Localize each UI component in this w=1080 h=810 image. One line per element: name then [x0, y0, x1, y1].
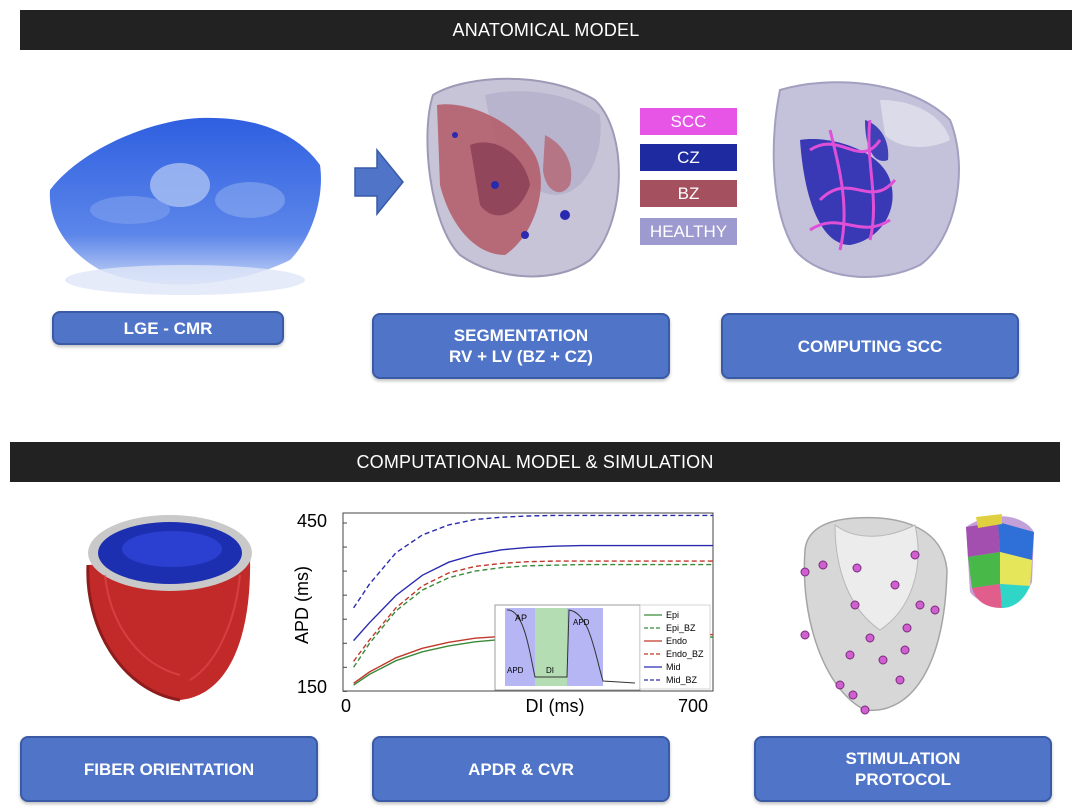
y-axis-label: APD (ms) [292, 566, 312, 644]
series-line-mid [353, 544, 713, 642]
legend-cz: CZ [640, 144, 737, 171]
lge-cmr-image [49, 117, 321, 295]
legend-healthy-label: HEALTHY [649, 221, 728, 241]
x-tick-left: 0 [341, 696, 351, 716]
x-tick-right: 700 [678, 696, 708, 716]
inset-apd-label-1: APD [507, 666, 524, 675]
legend-bz: BZ [640, 180, 737, 207]
fiber-orientation-step: FIBER ORIENTATION [20, 736, 318, 802]
stimulation-heart-image [800, 516, 948, 715]
chart-legend: Epi Epi_BZ Endo Endo_BZ Mid Mid_BZ [639, 604, 711, 690]
legend-cz-label: CZ [677, 147, 700, 167]
computational-model-header: COMPUTATIONAL MODEL & SIMULATION [10, 442, 1060, 482]
legend-healthy: HEALTHY [640, 218, 737, 245]
apdr-chart: AP APD DI APD Epi Epi_BZ Endo Endo_BZ Mid Mid… [292, 511, 714, 716]
y-tick-top: 450 [297, 511, 327, 531]
x-axis-label: DI (ms) [526, 696, 585, 716]
legend-label-endo-bz: Endo_BZ [666, 649, 704, 659]
legend-label-epi: Epi [666, 610, 679, 620]
ap-inset: AP APD DI APD [494, 604, 641, 691]
legend-label-epi-bz: Epi_BZ [666, 623, 696, 633]
inset-apd-label-2: APD [573, 618, 590, 627]
anatomical-model-header: ANATOMICAL MODEL [20, 10, 1072, 50]
stimulation-label-line1: STIMULATION [845, 749, 961, 768]
legend-scc-label: SCC [670, 111, 707, 131]
stimulation-protocol-step: STIMULATION PROTOCOL [754, 736, 1052, 802]
segmentation-heart-image [426, 77, 620, 278]
series-line-mid-bz [353, 514, 713, 609]
scc-heart-image [772, 81, 960, 278]
lge-cmr-label: LGE - CMR [123, 318, 213, 338]
legend-scc: SCC [640, 108, 737, 135]
fiber-orientation-label: FIBER ORIENTATION [83, 759, 255, 779]
computing-scc-step: COMPUTING SCC [721, 313, 1019, 379]
segmentation-step: SEGMENTATION RV + LV (BZ + CZ) [372, 313, 670, 379]
fiber-heart-image [86, 515, 252, 702]
legend-bz-label: BZ [677, 183, 700, 203]
lge-cmr-step: LGE - CMR [52, 311, 284, 345]
inset-ap-label: AP [515, 613, 527, 623]
series-line-endo-bz [353, 560, 713, 662]
stimulation-label-line2: PROTOCOL [854, 770, 952, 789]
inset-di-label: DI [546, 666, 554, 675]
right-arrow-icon [354, 147, 404, 217]
legend-label-endo: Endo [666, 636, 687, 646]
legend-background [639, 604, 711, 690]
series-line-epi-bz [353, 563, 713, 668]
legend-label-mid: Mid [666, 662, 681, 672]
anatomical-model-title: ANATOMICAL MODEL [452, 19, 640, 40]
segmentation-label-line1: SEGMENTATION [453, 326, 589, 345]
apdr-cvr-label: APDR & CVR [468, 759, 574, 779]
segmentation-label-line2: RV + LV (BZ + CZ) [449, 347, 593, 366]
computing-scc-label: COMPUTING SCC [797, 336, 943, 356]
y-tick-bottom: 150 [297, 677, 327, 697]
legend-label-mid-bz: Mid_BZ [666, 675, 698, 685]
segmented-heart-icon [966, 514, 1034, 608]
computational-model-title: COMPUTATIONAL MODEL & SIMULATION [356, 451, 714, 472]
apdr-cvr-step: APDR & CVR [372, 736, 670, 802]
